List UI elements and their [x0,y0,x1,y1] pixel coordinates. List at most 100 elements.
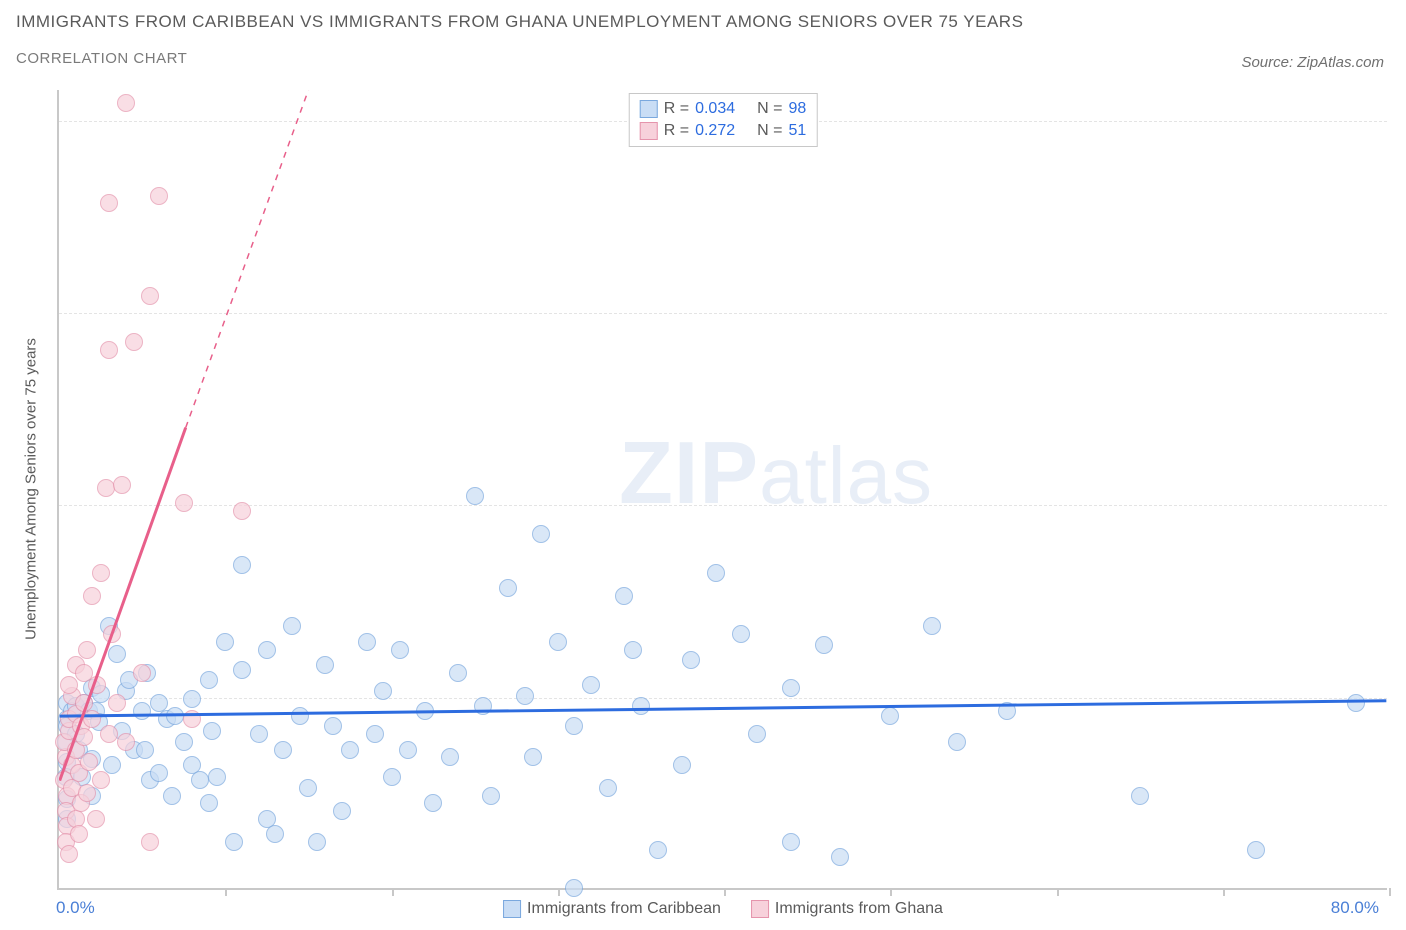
data-point-ghana [113,476,131,494]
data-point-caribbean [474,697,492,715]
legend-swatch-pink [640,122,658,140]
x-tick [1389,888,1391,896]
data-point-caribbean [163,787,181,805]
data-point-ghana [70,825,88,843]
data-point-caribbean [624,641,642,659]
data-point-caribbean [482,787,500,805]
data-point-caribbean [1347,694,1365,712]
x-axis-min-label: 0.0% [56,898,95,918]
data-point-caribbean [108,645,126,663]
data-point-caribbean [341,741,359,759]
x-tick [1223,888,1225,896]
legend-swatch-blue [640,100,658,118]
data-point-caribbean [299,779,317,797]
data-point-ghana [150,187,168,205]
data-point-caribbean [166,707,184,725]
data-point-caribbean [599,779,617,797]
data-point-caribbean [150,764,168,782]
data-point-caribbean [333,802,351,820]
data-point-caribbean [308,833,326,851]
data-point-caribbean [366,725,384,743]
data-point-caribbean [183,690,201,708]
data-point-caribbean [133,702,151,720]
x-tick [392,888,394,896]
data-point-caribbean [1131,787,1149,805]
data-point-caribbean [782,679,800,697]
data-point-caribbean [316,656,334,674]
data-point-ghana [97,479,115,497]
data-point-caribbean [203,722,221,740]
data-point-caribbean [449,664,467,682]
data-point-ghana [100,725,118,743]
legend-swatch-pink [751,900,769,918]
x-tick [890,888,892,896]
x-tick [1057,888,1059,896]
data-point-caribbean [258,641,276,659]
data-point-ghana [83,587,101,605]
data-point-caribbean [532,525,550,543]
data-point-ghana [60,676,78,694]
data-point-caribbean [732,625,750,643]
data-point-ghana [103,625,121,643]
y-tick-label: 50.0% [1397,111,1406,131]
data-point-ghana [80,753,98,771]
data-point-caribbean [748,725,766,743]
data-point-caribbean [391,641,409,659]
data-point-ghana [60,845,78,863]
data-point-caribbean [274,741,292,759]
data-point-caribbean [266,825,284,843]
data-point-caribbean [416,702,434,720]
chart-title: IMMIGRANTS FROM CARIBBEAN VS IMMIGRANTS … [16,12,1023,32]
data-point-caribbean [216,633,234,651]
data-point-caribbean [998,702,1016,720]
legend-swatch-blue [503,900,521,918]
data-point-caribbean [549,633,567,651]
data-point-caribbean [103,756,121,774]
data-point-caribbean [250,725,268,743]
data-point-caribbean [948,733,966,751]
data-point-caribbean [399,741,417,759]
data-point-caribbean [283,617,301,635]
correlation-legend: R =0.034 N =98 R =0.272 N =51 [629,93,818,147]
data-point-caribbean [682,651,700,669]
data-point-caribbean [383,768,401,786]
data-point-caribbean [233,661,251,679]
data-point-ghana [233,502,251,520]
data-point-ghana [100,341,118,359]
x-tick [724,888,726,896]
y-tick-label: 37.5% [1397,303,1406,323]
data-point-ghana [117,733,135,751]
y-axis-title: Unemployment Among Seniors over 75 years [23,338,40,640]
data-point-ghana [133,664,151,682]
data-point-caribbean [782,833,800,851]
data-point-caribbean [1247,841,1265,859]
data-point-caribbean [324,717,342,735]
data-point-caribbean [374,682,392,700]
data-point-ghana [83,710,101,728]
data-point-ghana [92,771,110,789]
data-point-ghana [141,287,159,305]
data-point-caribbean [923,617,941,635]
legend-item-ghana: Immigrants from Ghana [751,900,943,918]
data-point-caribbean [175,733,193,751]
data-point-caribbean [208,768,226,786]
data-point-ghana [183,710,201,728]
legend-row-caribbean: R =0.034 N =98 [640,98,807,120]
data-point-caribbean [358,633,376,651]
data-point-caribbean [225,833,243,851]
series-legend: Immigrants from Caribbean Immigrants fro… [503,900,943,918]
data-point-caribbean [649,841,667,859]
y-tick-label: 25.0% [1397,495,1406,515]
data-point-ghana [87,810,105,828]
data-point-caribbean [615,587,633,605]
data-point-caribbean [565,879,583,897]
watermark: ZIPatlas [619,422,933,524]
data-point-ghana [100,194,118,212]
data-point-ghana [88,676,106,694]
data-point-caribbean [191,771,209,789]
data-point-caribbean [831,848,849,866]
data-point-caribbean [136,741,154,759]
x-axis-max-label: 80.0% [1331,898,1379,918]
data-point-caribbean [516,687,534,705]
data-point-caribbean [200,794,218,812]
